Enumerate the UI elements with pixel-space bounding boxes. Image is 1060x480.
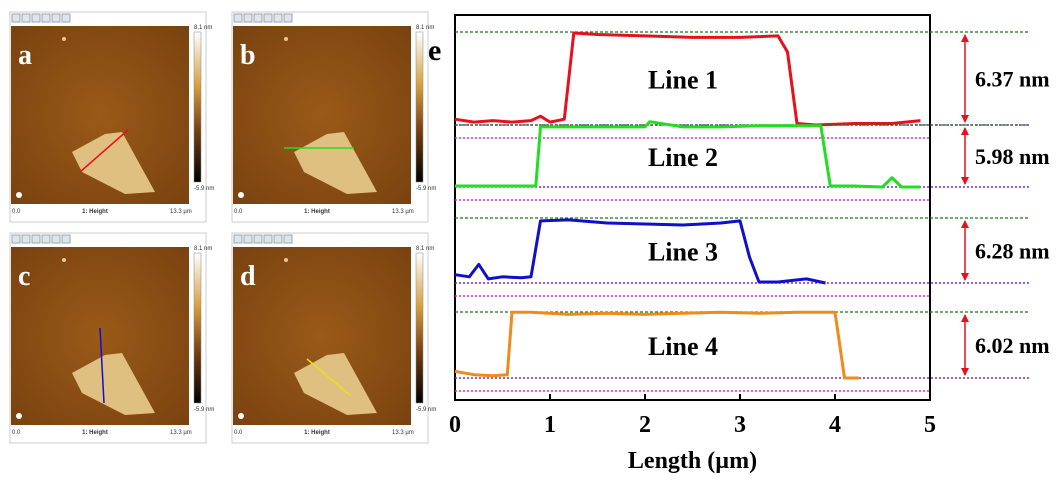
series-name: Line 3 (648, 238, 718, 267)
x-tick-label: 3 (734, 412, 746, 438)
x-tick-label: 1 (544, 412, 556, 438)
panel-label: b (240, 40, 256, 71)
profile-chart: 0 1 2 3 4 5 Length (µm) e Line 1 6.37 nm Line 2 5.9… (428, 15, 1050, 474)
particle (62, 37, 66, 41)
toolbar-icon (62, 235, 70, 243)
toolbar-icon (284, 235, 292, 243)
scan-start: 0.0 (234, 209, 243, 215)
toolbar-icon (234, 235, 242, 243)
toolbar-icon (284, 14, 292, 22)
toolbar-icon (22, 235, 30, 243)
particle (284, 37, 288, 41)
toolbar-icon (234, 14, 242, 22)
channel: 1: Height (82, 430, 108, 436)
scan-end: 13.3 µm (170, 209, 192, 215)
particle (16, 192, 22, 198)
colorbar (416, 253, 423, 403)
toolbar-icon (254, 14, 262, 22)
colorbar-min: -5.9 nm (416, 407, 436, 413)
toolbar-icon (264, 235, 272, 243)
toolbar-icon (32, 235, 40, 243)
colorbar (194, 253, 201, 403)
arrow-head (961, 368, 969, 376)
height-label: 6.37 nm (975, 67, 1050, 92)
colorbar-max: 8.1 nm (416, 25, 434, 31)
arrow-head (961, 314, 969, 322)
colorbar-max: 8.1 nm (194, 25, 212, 31)
colorbar (194, 32, 201, 182)
afm-panel: d 8.1 nm -5.9 nm 0.0 1: Height 13.3 µm (232, 233, 436, 443)
toolbar-icon (274, 14, 282, 22)
toolbar-icon (32, 14, 40, 22)
toolbar-icon (264, 14, 272, 22)
toolbar-icon (52, 14, 60, 22)
colorbar-min: -5.9 nm (194, 186, 214, 192)
channel: 1: Height (304, 430, 330, 436)
colorbar-min: -5.9 nm (194, 407, 214, 413)
x-axis-label: Length (µm) (628, 448, 757, 474)
panel-label: a (18, 40, 32, 71)
scan-start: 0.0 (12, 430, 21, 436)
panel-label: c (18, 261, 30, 292)
colorbar (416, 32, 423, 182)
x-tick-label: 0 (449, 412, 461, 438)
afm-panels: a 8.1 nm -5.9 nm 0.0 1: Height 13.3 µm b 8.1 nm… (10, 12, 436, 443)
afm-panel: a 8.1 nm -5.9 nm 0.0 1: Height 13.3 µm (10, 12, 214, 222)
arrow-head (961, 220, 969, 228)
toolbar-icon (244, 14, 252, 22)
height-label: 6.02 nm (975, 333, 1050, 358)
toolbar-icon (254, 235, 262, 243)
scan-start: 0.0 (234, 430, 243, 436)
scan-end: 13.3 µm (170, 430, 192, 436)
x-tick-label: 5 (924, 412, 936, 438)
series-name: Line 4 (648, 332, 718, 361)
particle (284, 258, 288, 262)
series-name: Line 2 (648, 143, 718, 172)
colorbar-min: -5.9 nm (416, 186, 436, 192)
afm-panel: b 8.1 nm -5.9 nm 0.0 1: Height 13.3 µm (232, 12, 436, 222)
toolbar-icon (52, 235, 60, 243)
toolbar-icon (42, 235, 50, 243)
arrow-head (961, 177, 969, 185)
toolbar-icon (62, 14, 70, 22)
toolbar-icon (12, 235, 20, 243)
toolbar-icon (22, 14, 30, 22)
panel-label: d (240, 261, 256, 292)
series-name: Line 1 (648, 66, 718, 95)
toolbar-icon (244, 235, 252, 243)
scan-start: 0.0 (12, 209, 21, 215)
toolbar-icon (12, 14, 20, 22)
colorbar-max: 8.1 nm (416, 246, 434, 252)
arrow-head (961, 34, 969, 42)
channel: 1: Height (304, 209, 330, 215)
toolbar-icon (42, 14, 50, 22)
arrow-head (961, 273, 969, 281)
figure: a 8.1 nm -5.9 nm 0.0 1: Height 13.3 µm b 8.1 nm… (0, 0, 1060, 480)
x-tick-label: 2 (639, 412, 651, 438)
toolbar-icon (274, 235, 282, 243)
x-tick-label: 4 (829, 412, 841, 438)
particle (238, 413, 244, 419)
scan-end: 13.3 µm (392, 209, 414, 215)
particle (62, 258, 66, 262)
arrow-head (961, 115, 969, 123)
colorbar-max: 8.1 nm (194, 246, 212, 252)
channel: 1: Height (82, 209, 108, 215)
height-label: 5.98 nm (975, 144, 1050, 169)
height-label: 6.28 nm (975, 239, 1050, 264)
scan-end: 13.3 µm (392, 430, 414, 436)
arrow-head (961, 127, 969, 135)
panel-label: e (428, 34, 441, 67)
particle (238, 192, 244, 198)
particle (16, 413, 22, 419)
profile (455, 220, 826, 283)
afm-panel: c 8.1 nm -5.9 nm 0.0 1: Height 13.3 µm (10, 233, 214, 443)
